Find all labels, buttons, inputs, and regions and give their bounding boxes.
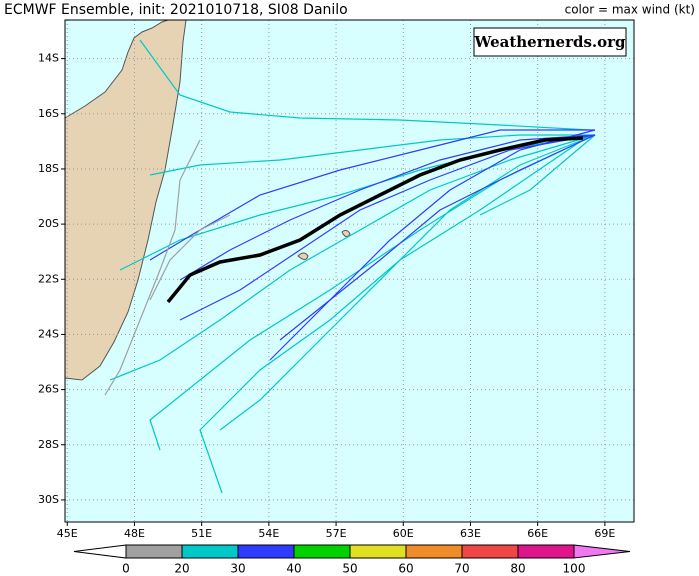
colorbar-over (573, 544, 631, 559)
colorbar-tick-label: 30 (230, 562, 245, 576)
colorbar: 0 20 30 40 50 60 70 80 100 (73, 544, 631, 576)
track (279, 134, 596, 341)
map-frame (64, 19, 635, 523)
x-tick-label: 60E (393, 527, 414, 540)
x-tick-label: 54E (258, 527, 279, 540)
y-tick-label: 24S (38, 327, 59, 340)
grid (65, 20, 634, 522)
madagascar (64, 19, 187, 381)
colorbar-tick-label: 0 (122, 562, 130, 576)
x-tick-label: 63E (460, 527, 481, 540)
colorbar-tick-label: 40 (286, 562, 301, 576)
islands (297, 229, 351, 260)
x-tick-label: 57E (326, 527, 347, 540)
colorbar-swatch (405, 544, 463, 559)
credit: Weathernerds.org (473, 33, 626, 51)
track (479, 134, 596, 216)
colorbar-tick-label: 100 (563, 562, 586, 576)
track (269, 129, 596, 361)
track (139, 39, 591, 131)
colorbar-tick-label: 50 (342, 562, 357, 576)
x-tick-label: 51E (191, 527, 212, 540)
x-tick-label: 69E (594, 527, 615, 540)
title: ECMWF Ensemble, init: 2021010718, SI08 D… (4, 2, 348, 18)
x-tick-label: 48E (124, 527, 145, 540)
y-tick-label: 22S (38, 272, 59, 285)
track (219, 134, 596, 431)
ensemble-tracks (104, 39, 596, 494)
colorbar-swatch (181, 544, 239, 559)
colorbar-under (73, 544, 127, 559)
y-tick-label: 14S (38, 52, 59, 65)
track (149, 214, 231, 301)
colorbar-swatch (237, 544, 295, 559)
colorbar-swatch (125, 544, 183, 559)
colorbar-tick-label: 70 (454, 562, 469, 576)
track (149, 134, 595, 176)
y-tick-label: 16S (38, 107, 59, 120)
map-panel: Weathernerds.org (64, 19, 635, 523)
track (104, 139, 201, 396)
y-tick-label: 26S (38, 383, 59, 396)
x-tick-label: 66E (527, 527, 548, 540)
color-label: color = max wind (kt) (565, 3, 695, 17)
y-tick-label: 28S (38, 438, 59, 451)
colorbar-swatch (293, 544, 351, 559)
colorbar-tick-label: 80 (510, 562, 525, 576)
colorbar-tick-label: 60 (398, 562, 413, 576)
y-tick-label: 18S (38, 162, 59, 175)
colorbar-tick-label: 20 (174, 562, 189, 576)
credit-box (473, 27, 627, 57)
x-tick-label: 45E (57, 527, 78, 540)
track (109, 134, 596, 381)
track (179, 134, 596, 321)
ensemble-mean-track (166, 136, 584, 304)
track (179, 134, 596, 281)
colorbar-swatch (517, 544, 575, 559)
colorbar-swatch (349, 544, 407, 559)
colorbar-swatch (461, 544, 519, 559)
y-tick-label: 30S (38, 493, 59, 506)
y-tick-label: 20S (38, 217, 59, 230)
track (199, 134, 591, 494)
track (149, 134, 596, 451)
